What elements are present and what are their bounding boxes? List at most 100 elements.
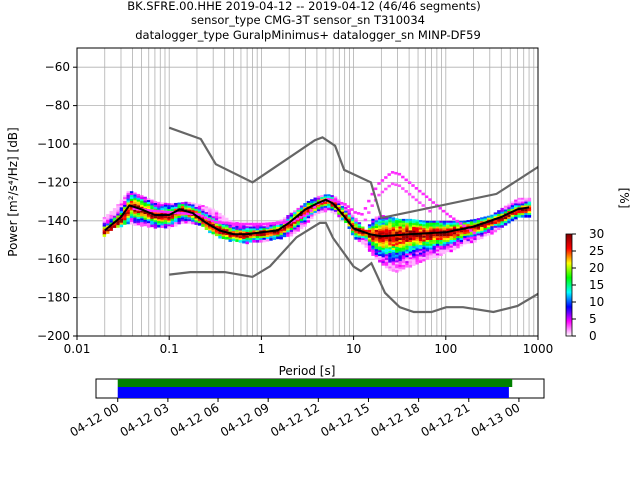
pdf-cell bbox=[306, 214, 311, 217]
pdf-cell bbox=[242, 238, 246, 242]
pdf-cell bbox=[469, 240, 474, 244]
pdf-cell bbox=[299, 224, 304, 228]
pdf-cell bbox=[225, 236, 229, 240]
pdf-cell bbox=[459, 238, 464, 241]
pdf-cell bbox=[388, 268, 392, 271]
pdf-cell bbox=[503, 207, 508, 211]
pdf-cell bbox=[446, 243, 450, 247]
pdf-cell bbox=[520, 203, 525, 207]
pdf-cell bbox=[418, 250, 423, 254]
pdf-cell bbox=[364, 229, 368, 233]
pdf-cell bbox=[160, 223, 164, 227]
pdf-cell bbox=[378, 257, 382, 261]
pdf-cell bbox=[303, 222, 307, 225]
pdf-cell bbox=[201, 212, 205, 216]
pdf-cell bbox=[401, 251, 406, 255]
pdf-cell bbox=[500, 221, 504, 224]
pdf-cell bbox=[255, 240, 260, 243]
pdf-cell bbox=[401, 226, 406, 230]
pdf-cell bbox=[123, 214, 127, 218]
pdf-cell bbox=[150, 199, 154, 203]
pdf-cell bbox=[119, 222, 124, 226]
pdf-cell bbox=[102, 222, 107, 226]
pdf-cell bbox=[350, 228, 355, 232]
pdf-cell bbox=[429, 245, 433, 249]
pdf-cell bbox=[289, 231, 294, 235]
pdf-cell bbox=[442, 243, 447, 247]
pdf-cell bbox=[415, 242, 419, 246]
pdf-cell bbox=[429, 241, 433, 245]
pdf-cell bbox=[418, 256, 423, 260]
pdf-cell bbox=[252, 228, 256, 232]
pdf-cell bbox=[167, 216, 171, 220]
pdf-cell bbox=[486, 233, 491, 236]
pdf-cell bbox=[405, 234, 409, 237]
pdf-cell bbox=[191, 219, 195, 223]
pdf-cell bbox=[435, 230, 440, 233]
pdf-cell bbox=[401, 222, 406, 226]
pdf-cell bbox=[401, 240, 406, 243]
pdf-cell bbox=[391, 226, 396, 230]
pdf-cell bbox=[133, 209, 137, 213]
pdf-cell bbox=[204, 225, 209, 229]
pdf-cell bbox=[412, 224, 416, 228]
pdf-cell bbox=[123, 208, 127, 212]
pdf-cell bbox=[116, 207, 120, 211]
pdf-cell bbox=[143, 219, 147, 223]
pdf-cell bbox=[493, 214, 498, 217]
pdf-cell bbox=[514, 216, 518, 220]
pdf-cell bbox=[157, 207, 161, 211]
pdf-cell bbox=[299, 226, 304, 230]
pdf-cell bbox=[344, 214, 348, 218]
pdf-cell bbox=[405, 261, 409, 264]
pdf-cell bbox=[129, 214, 134, 217]
pdf-cell bbox=[225, 229, 229, 232]
pdf-cell bbox=[238, 230, 243, 234]
pdf-cell bbox=[306, 204, 311, 208]
pdf-cell bbox=[486, 223, 491, 227]
pdf-cell bbox=[245, 239, 249, 243]
pdf-cell bbox=[473, 228, 477, 232]
pdf-cell bbox=[493, 227, 498, 231]
pdf-cell bbox=[490, 226, 494, 229]
pdf-cell bbox=[354, 237, 358, 240]
pdf-cell bbox=[191, 221, 195, 225]
pdf-cell bbox=[497, 219, 501, 223]
pdf-cell bbox=[401, 249, 406, 253]
pdf-cell bbox=[191, 204, 195, 208]
pdf-cell bbox=[197, 209, 202, 213]
pdf-cell bbox=[129, 210, 134, 213]
pdf-cell bbox=[415, 246, 419, 250]
pdf-cell bbox=[214, 210, 219, 214]
pdf-cell bbox=[415, 238, 419, 242]
pdf-cell bbox=[157, 221, 161, 224]
pdf-cell bbox=[449, 238, 453, 241]
pdf-cell bbox=[466, 229, 470, 233]
pdf-cell bbox=[486, 229, 491, 232]
pdf-cell bbox=[364, 235, 368, 239]
pdf-cell bbox=[194, 218, 198, 222]
pdf-cell bbox=[218, 214, 222, 218]
pdf-cell bbox=[167, 209, 171, 212]
pdf-cell bbox=[486, 227, 491, 230]
pdf-cell bbox=[231, 236, 236, 240]
coverage-bar-data bbox=[117, 379, 513, 387]
pdf-cell bbox=[418, 241, 423, 244]
pdf-cell bbox=[371, 222, 375, 226]
pdf-cell bbox=[299, 220, 304, 224]
pdf-cell bbox=[293, 227, 297, 231]
pdf-cell bbox=[374, 247, 379, 250]
pdf-cell bbox=[446, 220, 450, 224]
pdf-cell-sparse bbox=[390, 182, 395, 186]
pdf-cell bbox=[119, 213, 124, 216]
pdf-cell bbox=[442, 241, 447, 245]
pdf-cell bbox=[415, 259, 419, 263]
pdf-cell bbox=[384, 238, 389, 242]
pdf-cell bbox=[208, 209, 212, 212]
pdf-cell bbox=[231, 225, 236, 228]
pdf-cell bbox=[231, 230, 236, 234]
pdf-cell bbox=[286, 232, 290, 235]
pdf-cell bbox=[466, 220, 470, 223]
pdf-cell bbox=[497, 210, 501, 213]
pdf-cell bbox=[463, 232, 467, 235]
